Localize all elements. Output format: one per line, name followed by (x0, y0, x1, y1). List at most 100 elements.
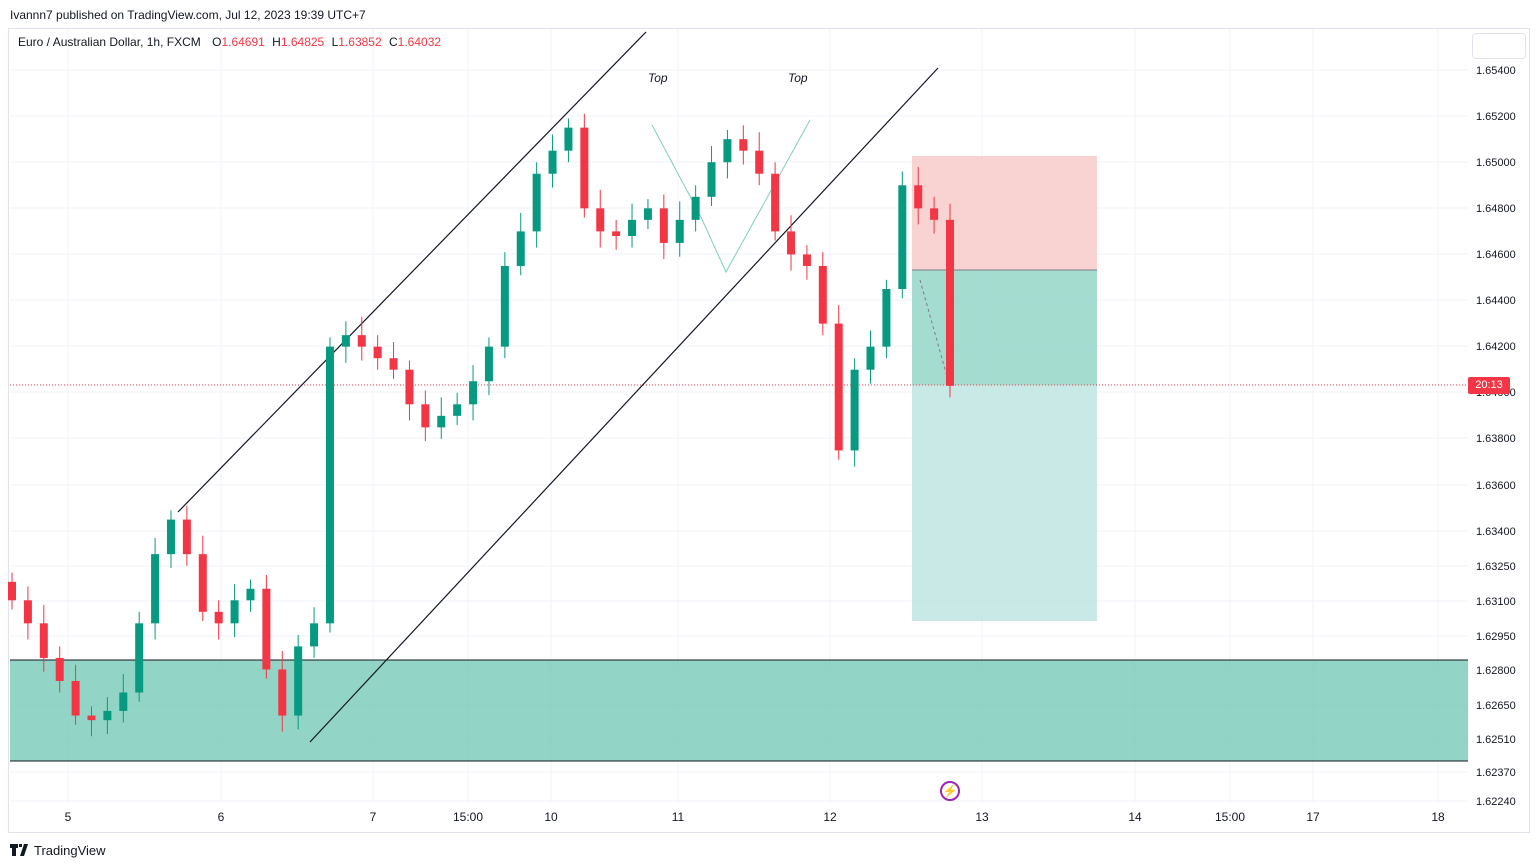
candle-body (389, 358, 398, 370)
candle-body (262, 588, 271, 670)
price-tick-label: 1.62370 (1476, 767, 1516, 779)
candles (8, 113, 954, 737)
candle-body (55, 657, 64, 681)
candle-body (87, 715, 96, 721)
candle-body (596, 208, 605, 232)
profit-area-filled (912, 270, 1097, 385)
time-tick-label: 17 (1306, 810, 1320, 824)
price-tick-label: 1.62650 (1476, 700, 1516, 712)
candle-body (119, 692, 128, 711)
price-tick-label: 1.62950 (1476, 631, 1516, 643)
demand-zone (10, 660, 1468, 761)
candle-body (946, 219, 954, 386)
time-tick-label: 13 (975, 810, 989, 824)
stop-loss-area (912, 156, 1097, 270)
candle-body (214, 611, 223, 624)
candle-body (135, 623, 144, 693)
low-label: L (331, 35, 339, 49)
candle-body (723, 139, 732, 163)
annotation-top-2: Top (788, 71, 808, 85)
price-tick-label: 1.62800 (1476, 665, 1516, 677)
price-tick-label: 1.64800 (1476, 203, 1516, 215)
candle-body (39, 623, 48, 658)
candle-body (278, 669, 287, 716)
candle-body (453, 404, 462, 416)
annotation-top-1: Top (648, 71, 668, 85)
candle-body (373, 346, 382, 359)
low-value: 1.63852 (338, 35, 382, 49)
candle-body (294, 646, 303, 716)
price-tick-label: 1.62240 (1476, 796, 1516, 808)
candle-body (246, 588, 255, 601)
candle-body (564, 127, 573, 151)
time-tick-label: 5 (65, 810, 72, 824)
candle-body (8, 581, 16, 601)
candle-body (802, 254, 811, 266)
candle-body (755, 150, 764, 174)
candle-body (437, 415, 446, 428)
candle-body (484, 346, 493, 382)
candle-body (930, 208, 939, 220)
candle-body (469, 381, 478, 405)
price-tick-label: 1.62510 (1476, 734, 1516, 746)
candle-body (357, 335, 366, 347)
time-tick-label: 7 (370, 810, 377, 824)
candle-body (866, 346, 875, 370)
price-tick-label: 1.63600 (1476, 480, 1516, 492)
candle-body (516, 231, 525, 266)
symbol-label[interactable]: Euro / Australian Dollar, 1h, FXCM (18, 35, 201, 49)
candle-body (182, 519, 191, 555)
price-tick-label: 1.63250 (1476, 561, 1516, 573)
candle-body (659, 208, 668, 243)
candle-body (707, 162, 716, 197)
zones (10, 156, 1468, 762)
high-value: 1.64825 (280, 35, 325, 49)
price-axis: 1.65400 1.65200 1.65000 1.64800 1.64600 1.644… (1476, 65, 1516, 808)
price-tick-label: 1.63800 (1476, 433, 1516, 445)
candle-body (310, 623, 319, 647)
price-tick-label: 1.64200 (1476, 341, 1516, 353)
candle-body (643, 208, 652, 220)
time-tick-label: 6 (218, 810, 225, 824)
candle-body (628, 219, 637, 236)
candle-body (675, 219, 684, 243)
open-label: O (212, 35, 222, 49)
candle-body (691, 196, 700, 220)
chart-options-button[interactable] (1472, 33, 1526, 59)
candle-body (914, 185, 923, 209)
candle-body (325, 346, 334, 624)
high-label: H (272, 35, 281, 49)
ohlc-legend: Euro / Australian Dollar, 1h, FXCM O1.64… (18, 35, 441, 49)
open-value: 1.64691 (221, 35, 265, 49)
candle-body (548, 150, 557, 174)
time-axis: 5 6 7 15:00 10 11 12 13 14 15:00 17 18 (65, 810, 1445, 824)
footer-brand: TradingView (34, 842, 106, 858)
target-area (912, 385, 1097, 621)
projection-dashed-line (919, 279, 949, 381)
candle-body (166, 519, 175, 555)
candle-body (834, 323, 843, 451)
channel-upper-line (177, 31, 647, 513)
candle-body (850, 369, 859, 451)
candle-body (405, 369, 414, 405)
time-tick-label: 18 (1431, 810, 1445, 824)
candle-body (103, 710, 112, 721)
last-price-countdown: 20:13 (1468, 377, 1510, 394)
candle-body (421, 404, 430, 428)
chart-frame[interactable] (8, 28, 1530, 833)
candle-body (500, 265, 509, 347)
bolt-icon[interactable]: ⚡ (940, 781, 960, 801)
candle-body (198, 554, 207, 612)
trend-lines (177, 31, 949, 743)
candle-body (23, 600, 32, 624)
top-bar: Ivannn7 published on TradingView.com, Ju… (0, 0, 1538, 28)
candle-body (771, 173, 780, 232)
time-tick-label: 10 (544, 810, 558, 824)
candle-body (739, 139, 748, 151)
candle-body (818, 265, 827, 324)
candle-body (787, 231, 796, 255)
price-tick-label: 1.65000 (1476, 157, 1516, 169)
tradingview-logo-icon (10, 844, 28, 856)
time-tick-label: 15:00 (453, 810, 483, 824)
